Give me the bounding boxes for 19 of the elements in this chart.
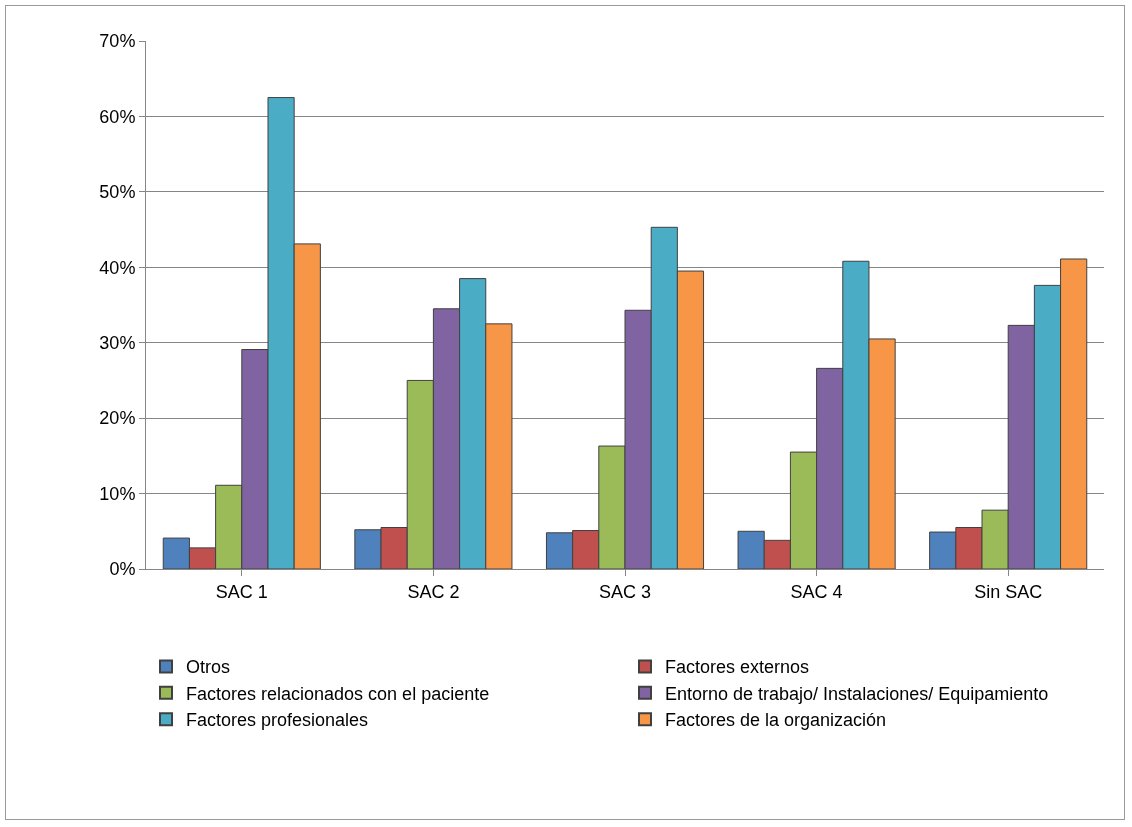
x-tick-label: SAC 4	[790, 581, 843, 602]
y-tick-label: 60%	[99, 106, 136, 127]
x-tick-label: Sin SAC	[974, 581, 1043, 602]
y-tick-label: 70%	[99, 31, 136, 52]
legend-label: Entorno de trabajo/ Instalaciones/ Equipamiento	[665, 683, 1049, 704]
y-tick-label: 50%	[99, 182, 136, 203]
x-tick-label: SAC 1	[215, 581, 268, 602]
x-tick-label: SAC 3	[598, 581, 652, 602]
y-tick-label: 0%	[109, 559, 136, 580]
y-tick-label: 40%	[99, 257, 136, 278]
legend-label: Factores relacionados con el paciente	[186, 683, 490, 704]
legend-label: Factores de la organización	[665, 710, 887, 731]
y-tick-label: 10%	[99, 483, 136, 504]
legend-label: Factores externos	[665, 657, 810, 678]
legend-label: Otros	[186, 657, 231, 678]
x-tick-label: SAC 2	[407, 581, 460, 602]
legend-label: Factores profesionales	[186, 710, 369, 731]
y-tick-label: 20%	[99, 408, 136, 429]
y-tick-label: 30%	[99, 333, 136, 354]
